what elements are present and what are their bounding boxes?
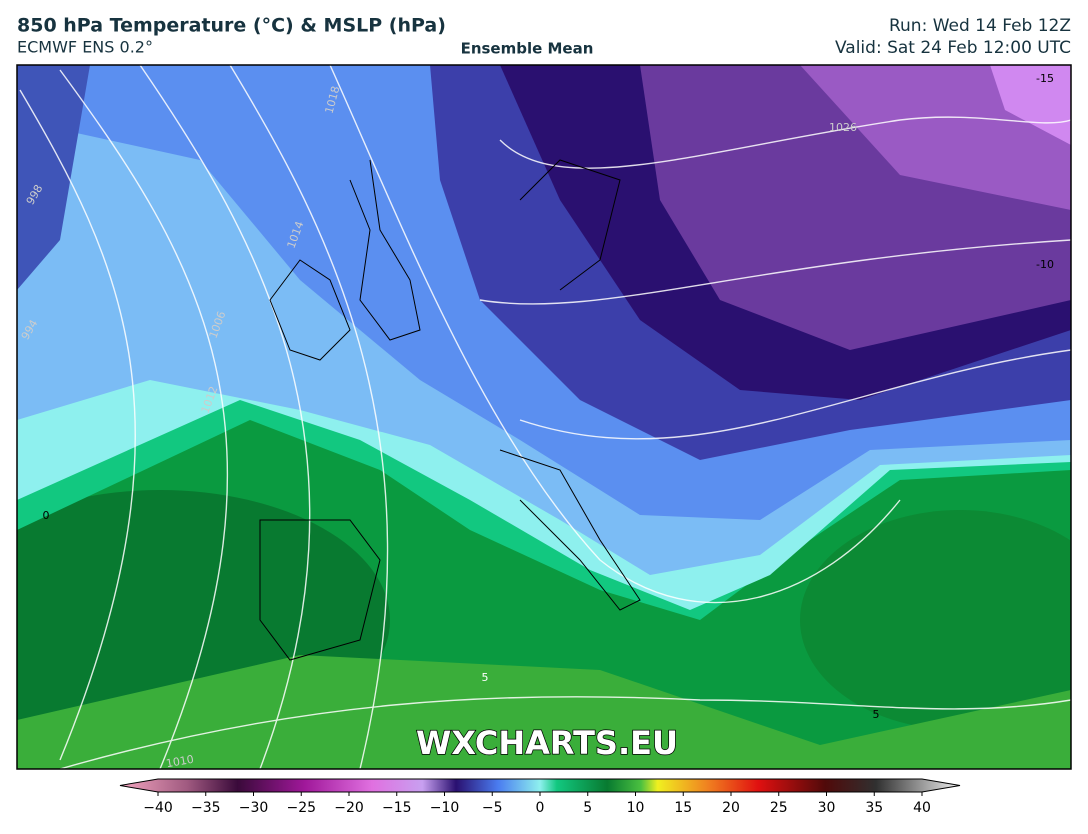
- colorbar-tick-label: −15: [382, 800, 412, 816]
- contour-label: -15: [1036, 72, 1054, 85]
- colorbar-tick-label: 25: [770, 800, 788, 816]
- map-frame: [16, 64, 1072, 770]
- contour-label: -10: [1036, 258, 1054, 271]
- colorbar-tick-label: −10: [430, 800, 460, 816]
- title: 850 hPa Temperature (°C) & MSLP (hPa): [17, 15, 446, 37]
- field: [17, 655, 1071, 769]
- field: [800, 510, 1071, 730]
- colorbar-tick-label: 15: [674, 800, 692, 816]
- colorbar-tick-label: 30: [818, 800, 836, 816]
- colorbar-tick-label: 40: [913, 800, 931, 816]
- watermark: WXCHARTS.EU: [416, 724, 678, 762]
- colorbar-tick-label: 35: [865, 800, 883, 816]
- contour-label: 1010: [165, 753, 195, 771]
- field: [17, 65, 90, 290]
- contour-label: 5: [873, 708, 880, 721]
- colorbar-tick-label: −20: [334, 800, 364, 816]
- colorbar-tick-label: 5: [583, 800, 592, 816]
- colorbar-tick-label: −35: [191, 800, 221, 816]
- contour-label: 1026: [829, 121, 857, 134]
- colorbar-tick-label: −40: [143, 800, 173, 816]
- subtitle: ECMWF ENS 0.2°: [17, 38, 153, 57]
- colorbar-tick-label: 10: [627, 800, 645, 816]
- center-label: Ensemble Mean: [461, 40, 594, 58]
- colorbar: −40 −35 −30 −25 −20 −15 −10 −5 0 5 10 15 20 25 30 35 40: [119, 778, 961, 816]
- colorbar-tick-label: −30: [239, 800, 269, 816]
- isobars: [19, 65, 1071, 769]
- colorbar-tick-label: 0: [536, 800, 545, 816]
- valid-label: Valid: Sat 24 Feb 12:00 UTC: [835, 38, 1071, 58]
- colorbar-bar: [119, 778, 961, 793]
- run-label: Run: Wed 14 Feb 12Z: [889, 16, 1071, 36]
- coastlines: [259, 159, 641, 661]
- field: [990, 65, 1071, 145]
- contour-label: 5: [482, 671, 489, 684]
- colorbar-tick-label: 20: [722, 800, 740, 816]
- contour-label: 0: [43, 509, 50, 522]
- colorbar-tick-label: −5: [482, 800, 503, 816]
- colorbar-tick-label: −25: [286, 800, 316, 816]
